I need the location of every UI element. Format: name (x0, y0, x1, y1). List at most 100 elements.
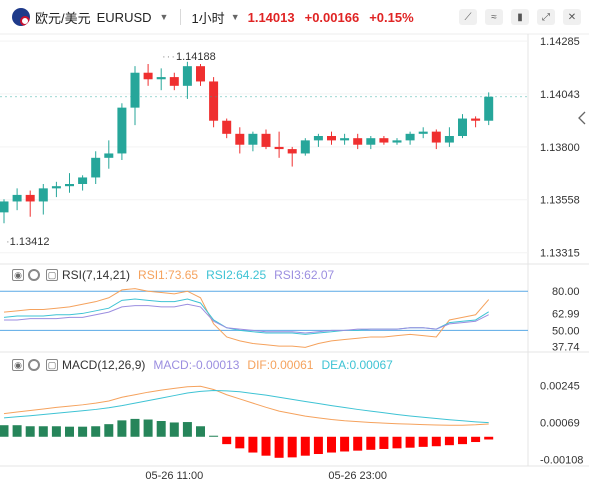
candle-body (130, 72, 140, 108)
macd-histogram-bar (379, 436, 389, 449)
time-tick-label: 05-26 23:00 (328, 470, 387, 482)
macd-histogram-bar (431, 436, 441, 447)
price-tick-label: 1.13558 (540, 195, 580, 207)
candle-body (274, 146, 284, 150)
fullscreen-icon[interactable]: ⤢ (537, 9, 555, 25)
eye-icon[interactable]: ◉ (12, 359, 24, 371)
collapse-arrow-icon[interactable] (578, 111, 586, 125)
rsi-series-line-3 (4, 303, 489, 334)
candle-body (25, 194, 35, 202)
candle-body (431, 131, 441, 143)
candle-body (0, 201, 9, 213)
price-tick-label: 1.13315 (540, 248, 580, 260)
rsi3-value: RSI3:62.07 (274, 268, 335, 282)
chart-header: 欧元/美元 EURUSD ▼ 1小时 ▼ 1.14013 +0.00166 +0… (0, 0, 589, 34)
candle-body (182, 66, 192, 86)
price-change-percent: +0.15% (369, 9, 414, 25)
candle-body (392, 140, 402, 143)
rsi-tick-label: 37.74 (552, 341, 580, 353)
macd-tick-label: 0.00069 (540, 417, 580, 429)
rsi-tick-label: 50.00 (552, 325, 580, 337)
indicator-icon[interactable]: ≈ (485, 9, 503, 25)
candle-body (300, 140, 310, 154)
candle-body (38, 188, 48, 202)
macd-histogram-bar (248, 436, 258, 453)
macd-histogram-bar (156, 421, 166, 437)
candle-body (248, 133, 258, 145)
macd-histogram-bar (274, 436, 284, 458)
macd-histogram-bar (51, 426, 61, 437)
rsi-series-line-1 (3, 288, 490, 348)
candle-body (235, 133, 245, 145)
macd-histogram-bar (0, 425, 9, 437)
line-chart-icon[interactable]: ⟋ (459, 9, 477, 25)
candle-body (222, 120, 232, 134)
macd-histogram-bar (235, 436, 245, 449)
macd-value: MACD:-0.00013 (153, 358, 240, 372)
rsi2-value: RSI2:64.25 (206, 268, 267, 282)
candle-body (458, 118, 467, 136)
indicator-box-icon: ▢ (46, 359, 58, 371)
candle-body (209, 81, 219, 121)
price-tick-label: 1.14043 (540, 89, 580, 101)
gear-icon[interactable] (28, 269, 40, 281)
candle-body (484, 96, 494, 121)
instrument-symbol[interactable]: EURUSD (96, 9, 152, 25)
candle-body (405, 133, 415, 141)
macd-histogram-bar (12, 425, 22, 437)
candle-body (65, 184, 74, 187)
macd-histogram-bar (458, 436, 467, 445)
high-price-annotation: ··· 1.14188 (162, 51, 216, 63)
macd-histogram-bar (143, 419, 153, 437)
macd-histogram-bar (65, 426, 74, 437)
instrument-title[interactable]: 欧元/美元 (35, 10, 91, 26)
candle-body (104, 153, 114, 158)
candle-body (143, 72, 153, 80)
macd-histogram-bar (91, 426, 101, 437)
time-tick-label: 05-26 11:00 (145, 470, 203, 482)
macd-histogram-bar (130, 418, 140, 437)
dea-value: DEA:0.00067 (321, 358, 393, 372)
macd-histogram-bar (261, 436, 271, 456)
candle-body (444, 136, 454, 143)
macd-histogram-bar (38, 426, 48, 437)
macd-legend: ◉ ▢ MACD(12,26,9) MACD:-0.00013 DIF:0.00… (12, 358, 393, 372)
macd-histogram-bar (300, 436, 310, 456)
eye-icon[interactable]: ◉ (12, 269, 24, 281)
last-price: 1.14013 (247, 9, 295, 25)
dif-value: DIF:0.00061 (247, 358, 314, 372)
candle-type-icon[interactable]: ▮ (511, 9, 529, 25)
macd-tick-label: 0.00245 (540, 380, 580, 392)
macd-histogram-bar (209, 435, 219, 437)
price-tick-label: 1.14285 (540, 36, 580, 48)
timeframe-selector[interactable]: 1小时 (191, 10, 225, 26)
macd-histogram-bar (313, 436, 323, 455)
macd-title: MACD(12,26,9) (62, 358, 146, 372)
macd-histogram-bar (25, 426, 35, 437)
symbol-dropdown-icon[interactable]: ▼ (159, 12, 169, 22)
rsi-title: RSI(7,14,21) (62, 268, 131, 282)
chart-toolbar: ⟋ ≈ ▮ ⤢ ✕ (459, 9, 581, 25)
macd-histogram-bar (78, 426, 88, 437)
macd-histogram-bar (169, 422, 179, 437)
rsi-series-line-2 (3, 298, 489, 335)
candle-body (51, 186, 61, 189)
macd-histogram-bar (196, 426, 205, 437)
candle-body (169, 77, 179, 86)
candle-body (196, 66, 205, 82)
candle-body (156, 77, 166, 80)
gear-icon[interactable] (28, 359, 40, 371)
close-icon[interactable]: ✕ (563, 9, 581, 25)
macd-histogram-bar (287, 436, 297, 458)
candle-body (327, 136, 336, 141)
rsi-tick-label: 80.00 (552, 286, 580, 298)
header-divider (180, 9, 182, 25)
macd-histogram-bar (327, 436, 336, 453)
macd-histogram-bar (405, 436, 415, 448)
price-change: +0.00166 (304, 9, 360, 25)
macd-histogram-bar (484, 436, 494, 440)
candle-body (340, 138, 350, 141)
macd-histogram-bar (104, 424, 114, 437)
timeframe-dropdown-icon[interactable]: ▼ (230, 12, 240, 22)
